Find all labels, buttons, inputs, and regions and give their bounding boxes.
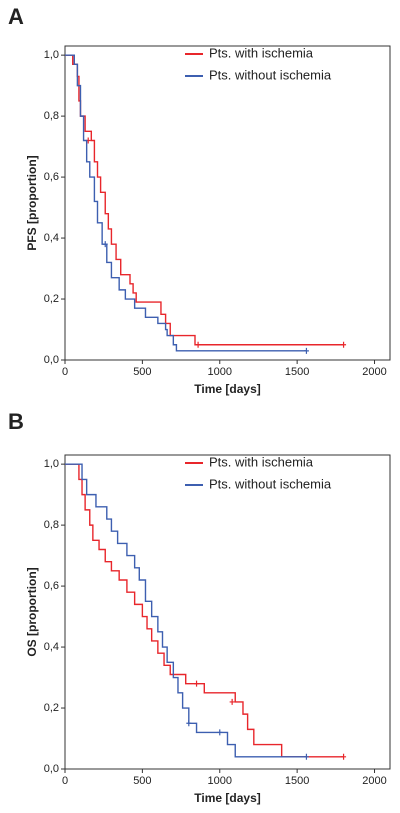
legend-label: Pts. without ischemia — [209, 67, 332, 82]
legend-label: Pts. with ischemia — [209, 45, 314, 60]
y-tick-label: 0,6 — [44, 171, 59, 183]
survival-curve — [65, 463, 307, 758]
x-axis-label: Time [days] — [194, 791, 260, 805]
legend-label: Pts. with ischemia — [209, 454, 314, 469]
censor-mark — [303, 347, 309, 354]
censor-mark — [341, 753, 347, 760]
y-axis-label: OS [proportion] — [25, 567, 39, 656]
x-tick-label: 500 — [133, 775, 151, 787]
censor-mark — [194, 680, 200, 687]
y-tick-label: 0,8 — [44, 519, 59, 531]
y-tick-label: 0,2 — [44, 293, 59, 305]
y-tick-label: 0,4 — [44, 232, 59, 244]
legend-label: Pts. without ischemia — [209, 476, 332, 491]
y-tick-label: 0,0 — [44, 763, 59, 775]
x-tick-label: 1000 — [208, 775, 232, 787]
y-tick-label: 1,0 — [44, 458, 59, 470]
y-tick-label: 0,8 — [44, 110, 59, 122]
x-tick-label: 500 — [133, 366, 151, 378]
censor-mark — [229, 698, 235, 705]
x-tick-label: 0 — [62, 775, 68, 787]
panel-label: B — [8, 409, 24, 434]
x-tick-label: 0 — [62, 366, 68, 378]
survival-curve — [65, 54, 307, 352]
censor-mark — [341, 341, 347, 348]
y-tick-label: 0,4 — [44, 641, 59, 653]
x-tick-label: 2000 — [362, 775, 386, 787]
survival-curve — [65, 463, 344, 758]
y-tick-label: 0,0 — [44, 354, 59, 366]
x-tick-label: 1500 — [285, 775, 309, 787]
survival-curve — [65, 54, 344, 346]
panel-label: A — [8, 4, 24, 29]
x-tick-label: 1000 — [208, 366, 232, 378]
y-axis-label: PFS [proportion] — [25, 155, 39, 250]
y-tick-label: 0,2 — [44, 702, 59, 714]
plot-frame — [64, 454, 391, 770]
censor-mark — [102, 241, 108, 248]
x-tick-label: 1500 — [285, 366, 309, 378]
y-tick-label: 0,6 — [44, 580, 59, 592]
censor-mark — [217, 729, 223, 736]
censor-mark — [195, 341, 201, 348]
censor-mark — [186, 720, 192, 727]
censor-mark — [303, 753, 309, 760]
y-tick-label: 1,0 — [44, 49, 59, 61]
x-tick-label: 2000 — [362, 366, 386, 378]
plot-frame — [64, 45, 391, 361]
x-axis-label: Time [days] — [194, 382, 260, 396]
